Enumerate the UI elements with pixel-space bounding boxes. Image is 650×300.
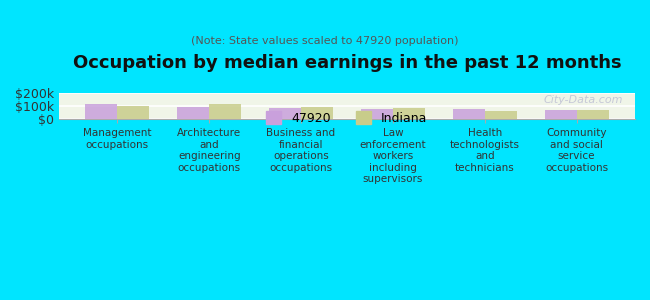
Bar xyxy=(485,110,517,119)
Bar xyxy=(452,109,485,119)
Bar xyxy=(177,107,209,119)
Bar xyxy=(577,110,609,119)
Text: (Note: State values scaled to 47920 population): (Note: State values scaled to 47920 popu… xyxy=(191,36,459,46)
Text: City-Data.com: City-Data.com xyxy=(544,95,623,105)
Title: Occupation by median earnings in the past 12 months: Occupation by median earnings in the pas… xyxy=(73,54,621,72)
Bar xyxy=(301,107,333,119)
Bar xyxy=(269,107,301,119)
Bar xyxy=(545,110,577,119)
Bar xyxy=(117,106,150,119)
Legend: 47920, Indiana: 47920, Indiana xyxy=(260,105,434,131)
Bar xyxy=(361,109,393,119)
Bar xyxy=(393,108,425,119)
Bar xyxy=(209,104,241,119)
Bar xyxy=(85,104,117,119)
